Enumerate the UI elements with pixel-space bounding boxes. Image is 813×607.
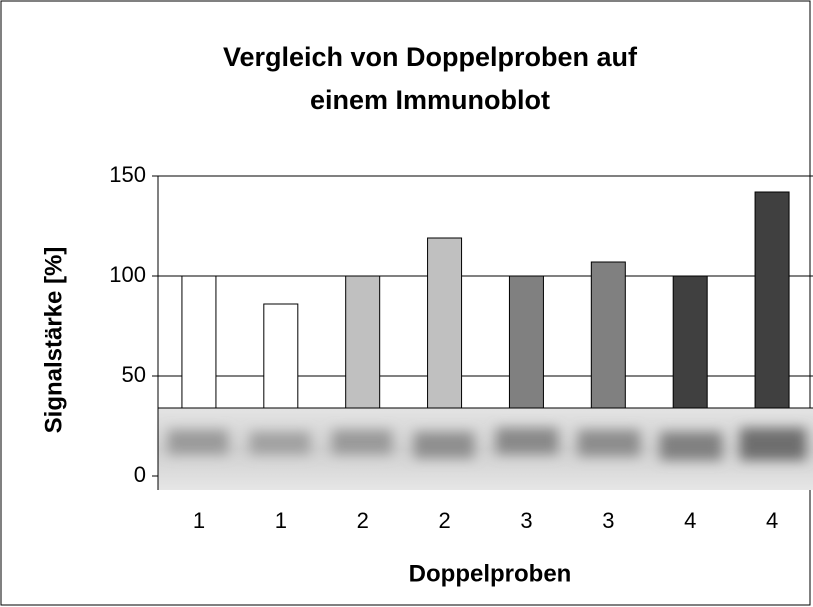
y-tick-label: 150	[109, 162, 146, 187]
x-tick-label: 1	[193, 508, 205, 533]
x-tick-label: 2	[357, 508, 369, 533]
labels: 0 50 100 150 1 1 2 2 3 3 4 4	[109, 162, 778, 533]
y-tick-label: 100	[109, 262, 146, 287]
x-tick-label: 3	[602, 508, 614, 533]
x-tick-label: 4	[684, 508, 696, 533]
y-tick-label: 50	[122, 362, 146, 387]
y-axis-title: Signalstärke [%]	[40, 247, 67, 434]
y-tick-label: 0	[134, 462, 146, 487]
x-axis-title: Doppelproben	[409, 560, 572, 587]
x-tick-label: 1	[275, 508, 287, 533]
x-tick-label: 2	[438, 508, 450, 533]
chart-title: Vergleich von Doppelproben auf einem Imm…	[222, 42, 638, 115]
blot-image	[158, 407, 813, 490]
x-tick-label: 3	[520, 508, 532, 533]
x-tick-label: 4	[766, 508, 778, 533]
